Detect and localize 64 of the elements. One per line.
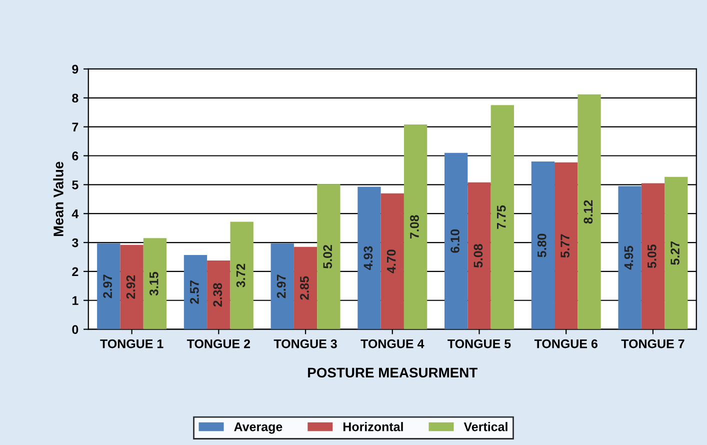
y-tick-label: 6 bbox=[72, 152, 78, 160]
data-label: 4.95 bbox=[624, 246, 634, 270]
bar bbox=[641, 183, 665, 330]
bar bbox=[578, 94, 601, 330]
data-label: 2.57 bbox=[190, 280, 199, 304]
y-tick-label: 2 bbox=[72, 267, 78, 276]
bar bbox=[490, 105, 514, 330]
data-label: 2.92 bbox=[126, 275, 136, 299]
bar bbox=[294, 246, 318, 330]
bar bbox=[358, 186, 381, 330]
x-tick-label: TONGUE 6 bbox=[534, 339, 598, 348]
y-axis-title: Mean Value bbox=[53, 162, 64, 236]
x-tick-label: TONGUE 7 bbox=[621, 339, 684, 348]
y-tick-label: 4 bbox=[72, 210, 79, 218]
y-tick-label: 8 bbox=[72, 94, 78, 103]
data-label: 7.08 bbox=[410, 215, 419, 239]
bar bbox=[664, 176, 688, 330]
x-tick-label: TONGUE 3 bbox=[274, 339, 337, 348]
data-label: 7.75 bbox=[497, 205, 506, 229]
bar bbox=[317, 184, 340, 330]
data-label: 4.70 bbox=[386, 250, 396, 274]
data-label: 3.72 bbox=[236, 264, 246, 288]
bar bbox=[120, 244, 144, 330]
x-tick-label: TONGUE 4 bbox=[360, 339, 424, 348]
y-tick-label: 1 bbox=[72, 296, 78, 305]
bar bbox=[270, 243, 294, 330]
x-tick-label: TONGUE 1 bbox=[100, 339, 164, 348]
data-label: 5.02 bbox=[323, 245, 332, 268]
bar bbox=[207, 260, 230, 330]
x-tick-label: TONGUE 5 bbox=[448, 339, 511, 348]
legend-label: Vertical bbox=[464, 422, 508, 432]
bar bbox=[97, 243, 120, 330]
bar bbox=[184, 254, 208, 330]
bar bbox=[230, 222, 254, 330]
x-axis-title: POSTURE MEASURMENT bbox=[308, 368, 478, 378]
y-tick-label: 9 bbox=[72, 64, 78, 74]
legend-label: Average bbox=[234, 422, 282, 434]
x-tick-label: TONGUE 2 bbox=[186, 339, 250, 348]
data-label: 5.27 bbox=[670, 241, 680, 265]
bar bbox=[380, 193, 404, 330]
data-label: 4.93 bbox=[364, 246, 373, 270]
data-label: 5.05 bbox=[647, 244, 656, 268]
bar bbox=[618, 186, 642, 330]
data-label: 8.12 bbox=[584, 200, 593, 224]
y-tick-label: 7 bbox=[72, 122, 78, 132]
y-tick-label: 0 bbox=[72, 325, 78, 334]
data-label: 5.08 bbox=[474, 244, 483, 268]
legend-label: Horizontal bbox=[343, 422, 403, 432]
data-label: 3.15 bbox=[149, 272, 158, 296]
data-label: 2.97 bbox=[103, 274, 112, 298]
bar bbox=[444, 152, 468, 330]
bar bbox=[404, 124, 428, 330]
y-tick-label: 5 bbox=[72, 180, 78, 190]
bar bbox=[554, 162, 578, 330]
data-label: 2.38 bbox=[213, 283, 222, 307]
bar bbox=[531, 162, 555, 330]
bar bbox=[143, 238, 167, 330]
data-label: 5.77 bbox=[560, 234, 570, 258]
data-label: 2.97 bbox=[276, 274, 286, 298]
y-tick-label: 3 bbox=[72, 238, 78, 248]
data-label: 6.10 bbox=[450, 229, 460, 253]
data-label: 5.80 bbox=[537, 234, 546, 258]
data-label: 2.85 bbox=[300, 276, 309, 300]
bar bbox=[468, 182, 491, 330]
